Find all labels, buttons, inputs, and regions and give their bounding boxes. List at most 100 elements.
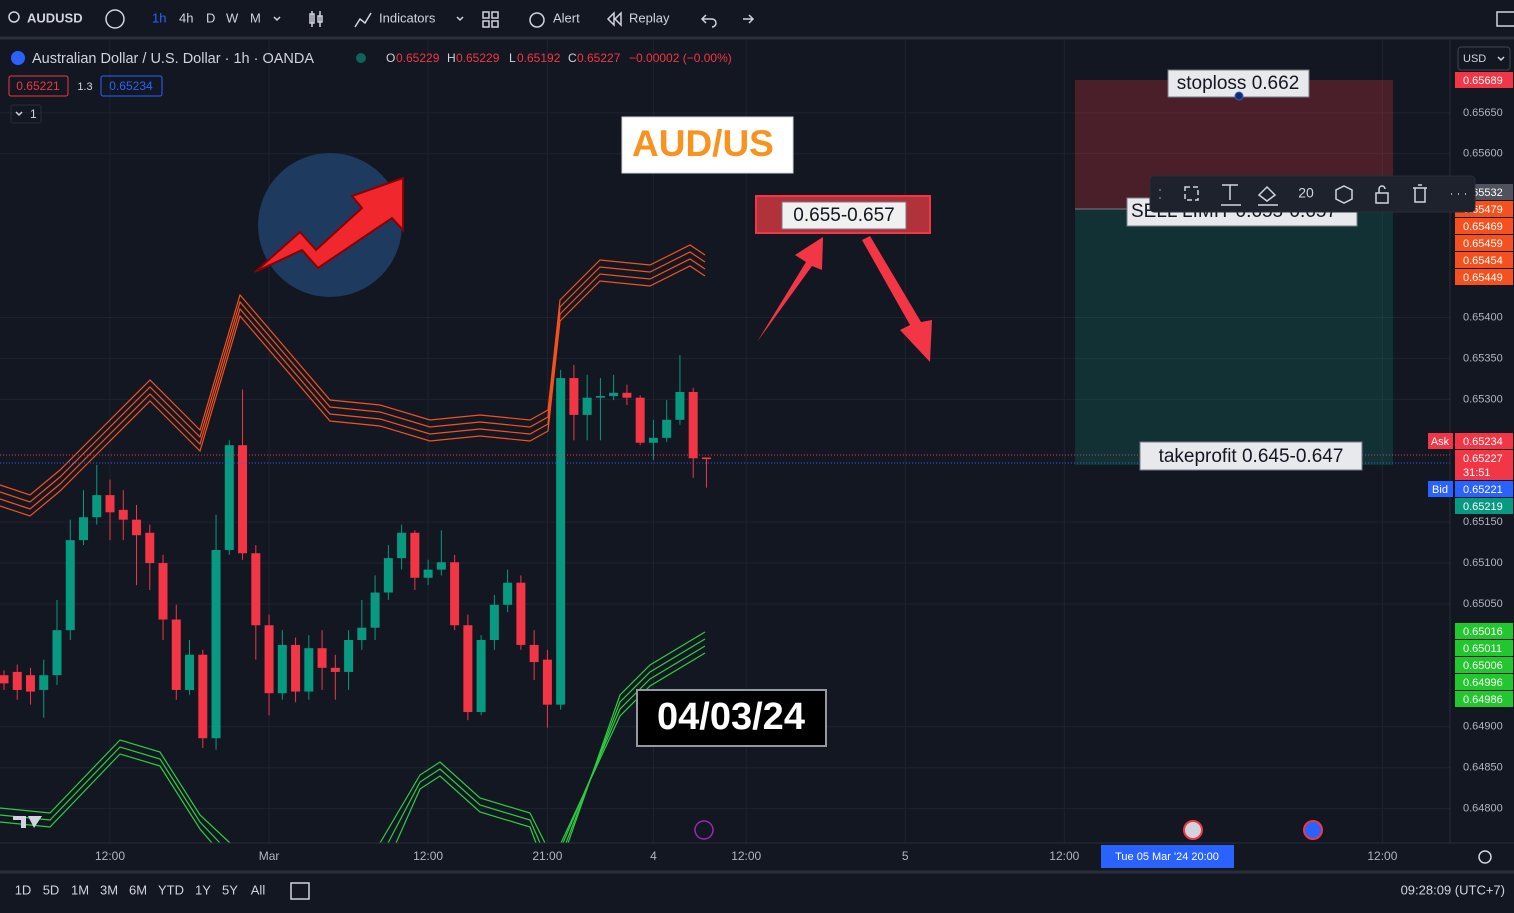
event-flag-us[interactable]	[1183, 820, 1203, 840]
h-label: H	[447, 51, 456, 65]
range-button[interactable]: 1M	[71, 882, 89, 897]
candles	[0, 355, 711, 750]
alert-icon[interactable]	[529, 12, 545, 28]
line-size[interactable]: 20	[1298, 185, 1314, 201]
currency-button[interactable]	[1457, 46, 1511, 71]
range-button[interactable]: All	[251, 882, 266, 897]
template-icon[interactable]	[1184, 186, 1199, 201]
candle-body	[317, 648, 327, 668]
buy-button[interactable]	[100, 75, 163, 97]
clock: 09:28:09 (UTC+7)	[1401, 882, 1505, 897]
interval[interactable]: D	[206, 10, 215, 25]
candle-body	[516, 582, 526, 645]
event-flag-au[interactable]	[1303, 820, 1323, 840]
interval[interactable]: 4h	[179, 10, 193, 25]
indicator-count[interactable]: 1	[30, 107, 37, 121]
interval[interactable]: 1h	[152, 10, 166, 25]
y-tick-label: 0.64850	[1463, 762, 1503, 774]
currency[interactable]: USD	[1463, 53, 1486, 65]
chevron[interactable]	[456, 16, 464, 22]
layout-icon[interactable]	[482, 11, 499, 28]
compare-icon[interactable]	[105, 9, 125, 29]
range-button[interactable]: 6M	[129, 882, 147, 897]
ask-price[interactable]: 0.65234	[109, 79, 153, 93]
candle-body	[92, 495, 102, 518]
alert[interactable]: Alert	[553, 10, 580, 25]
upper-band	[0, 258, 706, 510]
candle-body	[609, 392, 619, 397]
candle-body	[489, 604, 499, 640]
candle-body	[65, 540, 75, 631]
price-label-box	[1455, 691, 1513, 707]
price-label-box	[1455, 235, 1513, 251]
y-tick-label: 0.65050	[1463, 598, 1503, 610]
price-label-box	[1455, 623, 1513, 639]
event-icon[interactable]	[694, 820, 714, 840]
candle-body	[277, 644, 287, 694]
candle-body	[648, 437, 658, 443]
y-tick-label: 0.65650	[1463, 107, 1503, 119]
date-box	[636, 689, 827, 747]
candle-body	[635, 397, 645, 443]
collapse-button[interactable]	[10, 104, 42, 124]
range-button[interactable]: 5Y	[222, 882, 238, 897]
upper-band	[0, 265, 706, 517]
date-range-icon[interactable]	[290, 882, 310, 900]
symbol[interactable]: AUDUSD	[27, 10, 83, 25]
range-button[interactable]: 3M	[100, 882, 118, 897]
candle-body	[688, 391, 698, 459]
delete-icon[interactable]	[1413, 184, 1427, 203]
lower-band	[387, 768, 541, 844]
x-tick-label: Mar	[259, 849, 280, 863]
ask-tag-box	[1428, 433, 1453, 449]
fill-icon[interactable]	[1257, 185, 1278, 206]
indicators[interactable]: Indicators	[379, 10, 436, 25]
handle[interactable]	[1234, 91, 1244, 101]
chevron	[15, 111, 23, 117]
symbol-flag	[11, 51, 25, 65]
undo-icon[interactable]	[700, 14, 717, 28]
price-label-box	[1455, 674, 1513, 690]
replay-icon[interactable]	[606, 11, 622, 27]
takeprofit-label: takeprofit 0.645-0.647	[1159, 446, 1344, 467]
candle-body	[595, 396, 605, 398]
chart-type-icon[interactable]	[309, 11, 323, 27]
chevron[interactable]	[273, 16, 281, 22]
h-value: 0.65229	[456, 51, 500, 65]
search-icon[interactable]	[8, 11, 20, 23]
l-label: L	[509, 51, 516, 65]
range-button[interactable]: 1Y	[195, 882, 211, 897]
range-button[interactable]: 5D	[43, 882, 60, 897]
candle-body	[211, 549, 221, 739]
text-icon[interactable]	[1221, 184, 1241, 206]
profit-zone[interactable]	[1075, 209, 1393, 465]
candle-body	[701, 457, 711, 460]
crosshair-date: Tue 05 Mar '24 20:00	[1115, 851, 1219, 863]
range-button[interactable]: YTD	[158, 882, 184, 897]
price-label: 0.65016	[1463, 626, 1503, 638]
window-icon[interactable]	[1496, 11, 1514, 27]
candle-body	[463, 625, 473, 713]
indicators-icon[interactable]	[354, 12, 372, 28]
bid-price[interactable]: 0.65221	[16, 79, 60, 93]
zone-label-box	[781, 201, 907, 230]
sell-button[interactable]	[8, 75, 69, 97]
redo-icon[interactable]	[743, 14, 755, 24]
settings-icon[interactable]	[1478, 850, 1492, 864]
replay[interactable]: Replay	[629, 10, 670, 25]
price-label: 0.64986	[1463, 694, 1503, 706]
arrow-down	[862, 236, 932, 362]
stoploss-label-box	[1167, 69, 1310, 98]
candle-body	[238, 445, 248, 554]
lock-icon[interactable]	[1375, 185, 1389, 204]
y-tick-label: 0.65350	[1463, 352, 1503, 364]
candle-body	[118, 509, 128, 520]
range-button[interactable]: 1D	[15, 882, 32, 897]
candle-body	[198, 654, 208, 739]
interval[interactable]: M	[250, 10, 261, 25]
price-label-box	[1455, 218, 1513, 234]
bottom-bar: Tue 05 Mar '24 20:00 09:28:09 (UTC+7) 1D…	[0, 845, 1514, 913]
price-label: 0.65006	[1463, 660, 1503, 672]
settings-icon[interactable]	[1335, 185, 1353, 204]
interval[interactable]: W	[226, 10, 239, 25]
